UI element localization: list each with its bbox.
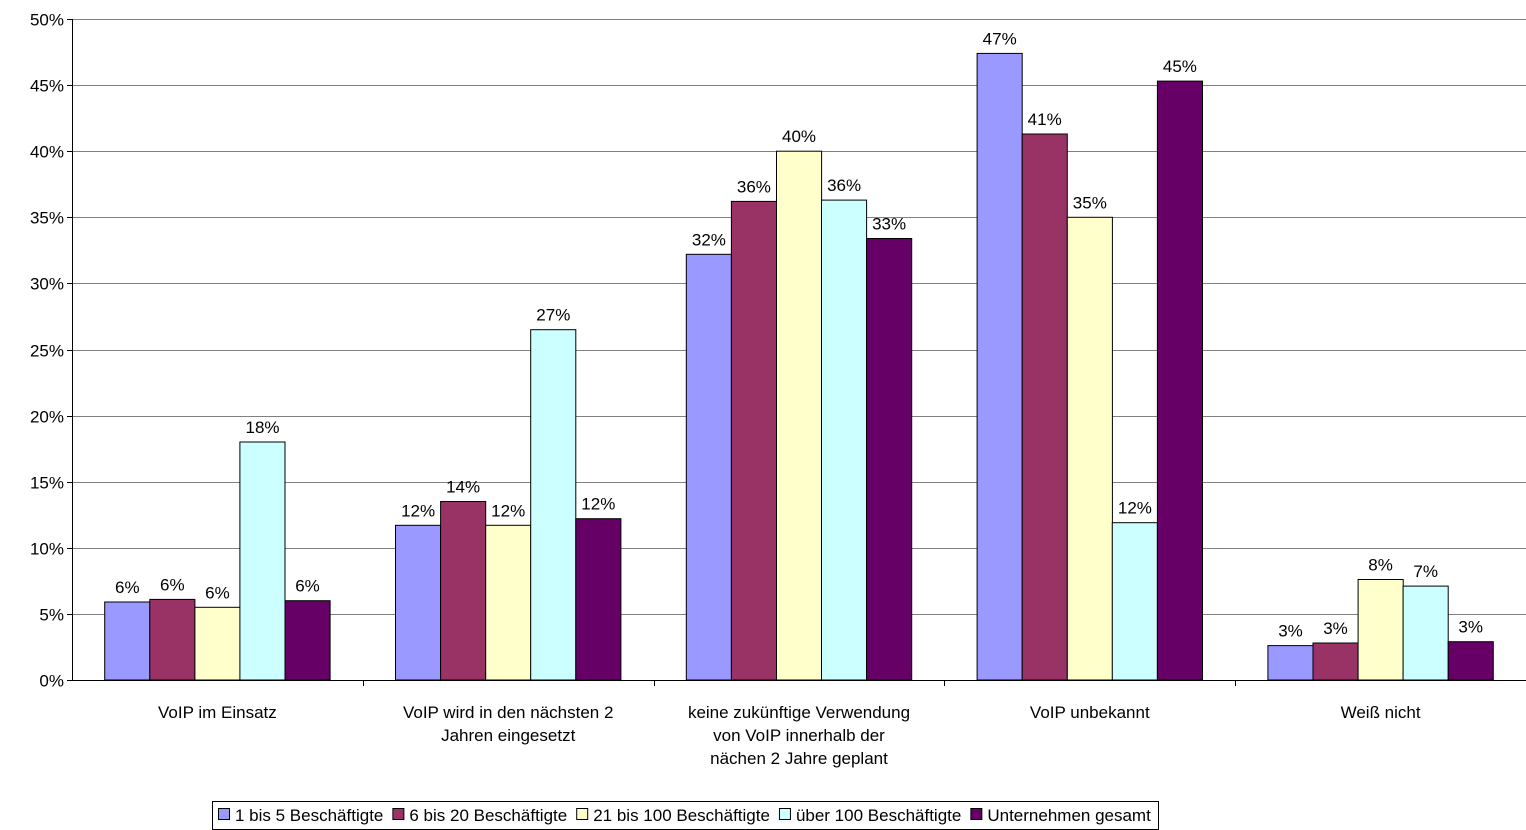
legend: 1 bis 5 Beschäftigte 6 bis 20 Beschäftigt…: [212, 801, 1159, 830]
bar: [1111, 522, 1158, 681]
bar: [1312, 642, 1359, 681]
bar: [149, 598, 196, 681]
data-label: 41%: [1028, 110, 1062, 129]
bar: [530, 329, 577, 681]
bar: [1066, 216, 1113, 681]
data-label: 47%: [983, 29, 1017, 48]
y-axis-tick-labels: 0% 5% 10% 15% 20% 25% 30% 35% 40% 45% 50%: [30, 11, 64, 691]
y-tick-label: 30%: [30, 275, 64, 294]
bar: [104, 601, 151, 681]
y-tick-label: 45%: [30, 77, 64, 96]
data-label: 14%: [446, 478, 480, 497]
y-tick-label: 10%: [30, 540, 64, 559]
legend-swatch: [778, 808, 791, 820]
bar: [685, 253, 732, 681]
data-label: 6%: [295, 577, 320, 596]
y-tick-label: 50%: [30, 11, 64, 30]
bar: [194, 606, 241, 681]
data-label: 12%: [1118, 499, 1152, 518]
data-label: 12%: [491, 501, 525, 520]
bar: [730, 200, 778, 681]
bar: [821, 199, 868, 681]
y-tick-label: 20%: [30, 408, 64, 427]
bar: [1447, 641, 1494, 681]
bar: [1357, 579, 1404, 681]
bar: [976, 52, 1023, 681]
bars: [104, 52, 1494, 681]
data-label: 6%: [115, 578, 140, 597]
category-labels: VoIP im Einsatz VoIP wird in den nächsten…: [158, 703, 1421, 768]
data-label: 27%: [536, 306, 570, 325]
legend-swatch: [392, 808, 405, 820]
category-label: VoIP unbekannt: [1030, 703, 1150, 722]
y-tick-label: 40%: [30, 143, 64, 162]
y-tick-label: 0%: [39, 672, 64, 691]
bar: [1402, 585, 1449, 681]
bar: [575, 518, 622, 681]
bar: [1156, 80, 1204, 681]
data-label: 3%: [1323, 619, 1348, 638]
legend-swatch: [576, 808, 589, 820]
legend-label: Unternehmen gesamt: [987, 806, 1151, 825]
data-label: 8%: [1368, 556, 1393, 575]
data-label: 36%: [827, 176, 861, 195]
bar: [239, 441, 286, 681]
data-label: 40%: [782, 127, 816, 146]
category-label: keine zukünftige Verwendung: [688, 703, 910, 722]
y-tick-label: 15%: [30, 474, 64, 493]
data-label: 36%: [737, 177, 771, 196]
bar: [440, 501, 487, 681]
legend-label: 6 bis 20 Beschäftigte: [409, 806, 567, 825]
legend-label: 21 bis 100 Beschäftigte: [593, 806, 770, 825]
legend-label: über 100 Beschäftigte: [796, 806, 961, 825]
data-label: 6%: [205, 583, 230, 602]
category-label: VoIP im Einsatz: [158, 703, 277, 722]
category-label: Jahren eingesetzt: [441, 726, 575, 745]
data-label: 32%: [692, 230, 726, 249]
data-label: 33%: [872, 215, 906, 234]
data-label: 3%: [1458, 618, 1483, 637]
legend-label: 1 bis 5 Beschäftigte: [235, 806, 383, 825]
data-label: 7%: [1413, 562, 1438, 581]
y-tick-label: 25%: [30, 342, 64, 361]
bar: [1267, 645, 1314, 681]
bar: [1021, 133, 1068, 681]
data-label: 3%: [1278, 622, 1303, 641]
y-tick-label: 35%: [30, 209, 64, 228]
data-label: 35%: [1073, 193, 1107, 212]
category-label: nächen 2 Jahre geplant: [710, 749, 888, 768]
bar: [866, 238, 913, 681]
category-label: Weiß nicht: [1341, 703, 1421, 722]
y-tick-label: 5%: [39, 606, 64, 625]
bar: [485, 524, 532, 681]
data-label: 18%: [245, 418, 279, 437]
data-label: 45%: [1163, 57, 1197, 76]
legend-box: [212, 801, 1159, 830]
data-label: 12%: [401, 501, 435, 520]
legend-swatch: [970, 808, 983, 820]
category-label: von VoIP innerhalb der: [713, 726, 885, 745]
category-label: VoIP wird in den nächsten 2: [403, 703, 613, 722]
data-label: 12%: [581, 495, 615, 514]
bar: [284, 600, 331, 681]
data-labels: 6% 12% 32% 47% 3% 6% 14% 36% 41% 3% 6% 12% 40% 35% 8% 1…: [115, 29, 1483, 640]
data-label: 6%: [160, 575, 185, 594]
bar: [395, 524, 442, 681]
bar: [776, 150, 823, 681]
legend-swatch: [218, 808, 230, 820]
